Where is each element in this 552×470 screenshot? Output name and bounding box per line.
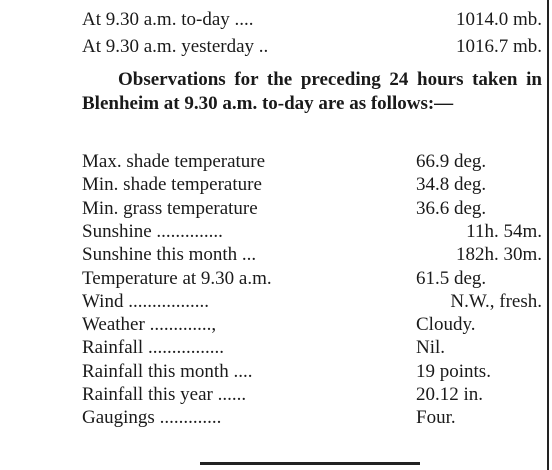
observations-row: Sunshine .............. 11h. 54m.: [82, 220, 542, 244]
row-value: 1016.7 mb.: [455, 36, 542, 57]
row-label: Weather .............,: [82, 314, 217, 336]
observations-row: Gaugings ............. Four.: [82, 406, 542, 430]
row-label: Min. grass temperature: [82, 197, 258, 219]
observations-row: Rainfall this month .... 19 points.: [82, 360, 542, 384]
row-label: Gaugings .............: [82, 407, 222, 429]
column-rule: [547, 0, 549, 470]
row-value: 1014.0 mb.: [455, 9, 542, 30]
row-label: Wind .................: [82, 290, 209, 312]
bottom-rule: [200, 462, 420, 465]
observations-row: Weather ............., Cloudy.: [82, 313, 542, 337]
row-value: 61.5 deg.: [416, 267, 487, 289]
observations-row: Temperature at 9.30 a.m. 61.5 deg.: [82, 267, 542, 291]
row-label: Rainfall this year ......: [82, 384, 247, 405]
row-label: Max. shade temperature: [82, 151, 266, 172]
row-label: Temperature at 9.30 a.m.: [82, 267, 272, 289]
row-value: 19 points.: [416, 360, 491, 382]
row-value: Nil.: [416, 337, 446, 359]
observations-row: Wind ................. N.W., fresh.: [82, 290, 542, 314]
pressure-row: At 9.30 a.m. yesterday .. 1016.7 mb.: [82, 35, 542, 59]
intro-paragraph: Observations for the preceding 24 hours …: [82, 69, 542, 114]
observations-row: Rainfall ................ Nil.: [82, 336, 542, 360]
row-value: 11h. 54m.: [466, 220, 542, 242]
row-label: Rainfall ................: [82, 337, 224, 359]
pressure-row: At 9.30 a.m. to-day .... 1014.0 mb.: [82, 8, 542, 32]
row-label: At 9.30 a.m. to-day ....: [82, 9, 254, 30]
row-value: N.W., fresh.: [450, 290, 542, 312]
observations-row: Max. shade temperature 66.9 deg.: [82, 150, 542, 174]
observations-row: Rainfall this year ...... 20.12 in.: [82, 383, 542, 407]
row-value: 36.6 deg.: [416, 197, 487, 219]
row-value: 66.9 deg.: [416, 151, 487, 172]
row-label: Min. shade temperature: [82, 174, 262, 196]
observations-row: Min. grass temperature 36.6 deg.: [82, 197, 542, 221]
row-value: 34.8 deg.: [416, 174, 487, 196]
row-label: At 9.30 a.m. yesterday ..: [82, 36, 269, 57]
observations-row: Sunshine this month ... 182h. 30m.: [82, 243, 542, 267]
row-value: 20.12 in.: [416, 384, 484, 405]
row-label: Sunshine ..............: [82, 220, 223, 242]
row-label: Rainfall this month ....: [82, 360, 253, 382]
row-value: 182h. 30m.: [455, 244, 542, 266]
row-value: Cloudy.: [416, 314, 476, 336]
row-value: Four.: [416, 407, 456, 429]
observations-row: Min. shade temperature 34.8 deg.: [82, 173, 542, 197]
row-label: Sunshine this month ...: [82, 244, 257, 266]
